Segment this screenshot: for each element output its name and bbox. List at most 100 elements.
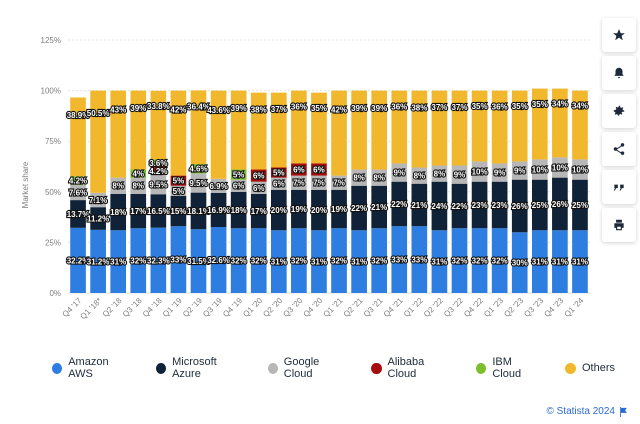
bar-others[interactable]: [291, 90, 307, 164]
bar-others[interactable]: [451, 90, 468, 166]
bar-others[interactable]: [190, 90, 207, 165]
bar-google[interactable]: [351, 169, 367, 186]
bar-google[interactable]: [210, 178, 227, 193]
bar-others[interactable]: [210, 90, 227, 179]
bar-azure[interactable]: [150, 194, 167, 228]
bar-aws[interactable]: [531, 230, 548, 293]
bar-others[interactable]: [250, 92, 267, 170]
bar-aws[interactable]: [431, 230, 448, 293]
notification-button[interactable]: [602, 56, 636, 90]
bar-azure[interactable]: [311, 189, 327, 231]
bar-azure[interactable]: [552, 177, 568, 231]
bar-alibaba[interactable]: [291, 163, 307, 176]
bar-google[interactable]: [572, 159, 588, 180]
bar-google[interactable]: [411, 167, 428, 184]
print-button[interactable]: [602, 208, 636, 242]
bar-google[interactable]: [311, 175, 327, 190]
bar-aws[interactable]: [451, 228, 468, 293]
bar-azure[interactable]: [431, 181, 448, 231]
bar-others[interactable]: [511, 90, 528, 162]
bar-aws[interactable]: [552, 230, 568, 293]
bar-google[interactable]: [110, 177, 127, 194]
bar-azure[interactable]: [250, 193, 267, 229]
bar-azure[interactable]: [511, 179, 528, 233]
bar-aws[interactable]: [291, 228, 307, 293]
bar-azure[interactable]: [130, 193, 147, 229]
bar-google[interactable]: [230, 179, 247, 192]
bar-others[interactable]: [552, 88, 568, 158]
bar-others[interactable]: [471, 90, 488, 162]
bar-azure[interactable]: [391, 181, 408, 227]
bar-google[interactable]: [291, 175, 307, 190]
bar-alibaba[interactable]: [250, 169, 267, 182]
bar-azure[interactable]: [331, 189, 347, 229]
bar-google[interactable]: [451, 165, 468, 184]
bar-ibm[interactable]: [130, 169, 147, 178]
bar-others[interactable]: [150, 90, 167, 160]
bar-ibm[interactable]: [150, 159, 167, 167]
bar-azure[interactable]: [471, 181, 488, 229]
bar-aws[interactable]: [572, 230, 588, 293]
bar-others[interactable]: [170, 90, 187, 176]
bar-others[interactable]: [411, 90, 428, 168]
bar-azure[interactable]: [210, 192, 227, 228]
bar-alibaba[interactable]: [150, 166, 167, 176]
bar-google[interactable]: [552, 157, 568, 178]
bar-others[interactable]: [351, 90, 367, 170]
bar-others[interactable]: [371, 90, 388, 170]
legend-item-alibaba[interactable]: Alibaba Cloud: [371, 356, 451, 380]
bar-aws[interactable]: [471, 228, 488, 293]
bar-google[interactable]: [270, 177, 287, 190]
bar-aws[interactable]: [250, 228, 267, 293]
bar-others[interactable]: [572, 90, 588, 160]
settings-button[interactable]: [602, 94, 636, 128]
bar-aws[interactable]: [170, 226, 187, 293]
bar-google[interactable]: [511, 161, 528, 180]
bar-google[interactable]: [391, 163, 408, 182]
bar-google[interactable]: [531, 159, 548, 180]
bar-aws[interactable]: [371, 228, 388, 293]
cite-button[interactable]: [602, 170, 636, 204]
bar-azure[interactable]: [230, 191, 247, 229]
bar-azure[interactable]: [572, 179, 588, 231]
bar-others[interactable]: [531, 88, 548, 160]
bar-google[interactable]: [471, 161, 488, 182]
legend-item-aws[interactable]: Amazon AWS: [52, 356, 131, 380]
bar-aws[interactable]: [70, 227, 86, 293]
bar-aws[interactable]: [311, 230, 327, 293]
bar-aws[interactable]: [351, 230, 367, 293]
bar-google[interactable]: [70, 184, 86, 201]
bar-azure[interactable]: [190, 192, 207, 230]
bar-azure[interactable]: [270, 189, 287, 231]
favorite-button[interactable]: [602, 18, 636, 52]
bar-google[interactable]: [170, 185, 187, 196]
bar-azure[interactable]: [90, 207, 106, 230]
bar-ibm[interactable]: [230, 169, 247, 180]
bar-others[interactable]: [110, 90, 127, 178]
legend-item-azure[interactable]: Microsoft Azure: [155, 356, 243, 380]
bar-google[interactable]: [130, 177, 147, 194]
bar-aws[interactable]: [511, 232, 528, 293]
bar-others[interactable]: [331, 90, 347, 176]
share-button[interactable]: [602, 132, 636, 166]
legend-item-google[interactable]: Google Cloud: [267, 356, 347, 380]
bar-azure[interactable]: [351, 185, 367, 231]
bar-azure[interactable]: [291, 189, 307, 229]
bar-others[interactable]: [90, 90, 106, 193]
bar-aws[interactable]: [90, 229, 106, 293]
bar-ibm[interactable]: [70, 176, 86, 185]
bar-google[interactable]: [371, 169, 388, 186]
bar-ibm[interactable]: [190, 164, 207, 174]
bar-google[interactable]: [90, 192, 106, 208]
bar-others[interactable]: [130, 90, 147, 170]
bar-alibaba[interactable]: [311, 163, 327, 176]
bar-aws[interactable]: [190, 229, 207, 293]
bar-azure[interactable]: [491, 181, 508, 229]
statista-credit[interactable]: © Statista 2024: [546, 406, 628, 417]
bar-google[interactable]: [431, 165, 448, 182]
bar-aws[interactable]: [230, 228, 247, 293]
bar-others[interactable]: [391, 90, 408, 164]
bar-google[interactable]: [331, 175, 347, 190]
bar-azure[interactable]: [110, 193, 127, 231]
bar-azure[interactable]: [170, 195, 187, 227]
